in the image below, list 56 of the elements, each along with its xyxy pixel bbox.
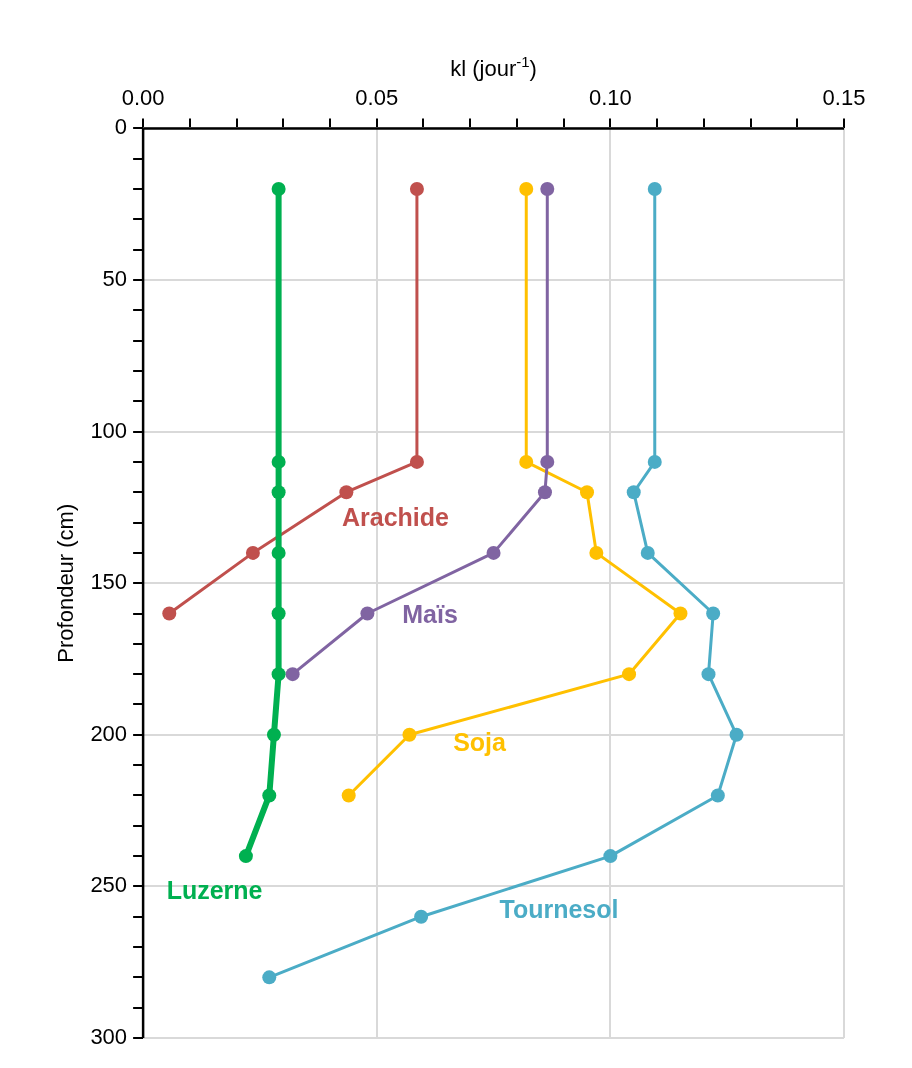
point [519,454,534,469]
x-tick-label: 0.05 [355,85,399,111]
point [647,182,662,197]
point [360,606,375,621]
point [341,788,356,803]
point [486,545,501,560]
point [580,485,595,500]
point [271,485,286,500]
point [402,727,417,742]
point [245,545,260,560]
point [271,667,286,682]
point [285,667,300,682]
series-label: Arachide [341,503,450,532]
y-tick-label: 100 [90,417,128,443]
point [271,182,286,197]
point [589,545,604,560]
point [271,454,286,469]
point [519,182,534,197]
y-tick-label: 300 [90,1024,128,1050]
point [706,606,721,621]
series-label: Luzerne [166,876,263,905]
point [729,727,744,742]
point [266,727,281,742]
y-tick-label: 200 [90,720,128,746]
point [626,485,641,500]
x-tick-label: 0.15 [822,85,866,111]
x-tick-label: 0.00 [121,85,165,111]
series-label: Tournesol [499,894,619,923]
point [271,606,286,621]
point [603,849,618,864]
point [537,485,552,500]
point [540,454,555,469]
point [673,606,688,621]
point [622,667,637,682]
y-tick-label: 50 [102,266,128,292]
point [339,485,354,500]
series-label: Maïs [402,600,458,629]
x-tick-label: 0.10 [588,85,632,111]
point [238,849,253,864]
point [262,970,277,985]
y-tick-label: 250 [90,872,128,898]
point [710,788,725,803]
point [640,545,655,560]
y-axis-title: Profondeur (cm) [53,503,79,663]
y-tick-label: 150 [90,569,128,595]
point [162,606,177,621]
point [262,788,277,803]
point [414,909,429,924]
point [647,454,662,469]
point [540,182,555,197]
point [271,545,286,560]
point [409,454,424,469]
y-tick-label: 0 [114,114,128,140]
series-label: Soja [453,727,508,756]
point [409,182,424,197]
point [701,667,716,682]
